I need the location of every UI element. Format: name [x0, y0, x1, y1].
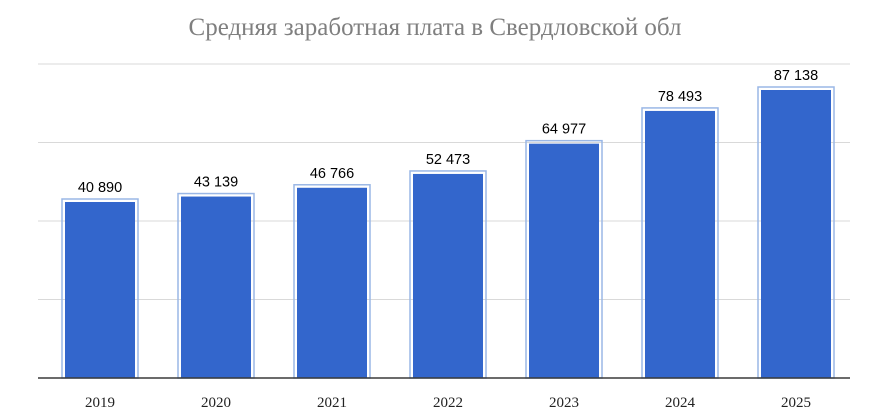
data-labels: 40 890 43 139 46 766 52 473 64 977 78 493 87 1…	[78, 68, 818, 196]
x-tick-labels: 2019 2020 2021 2022 2023 2024 2025	[85, 395, 811, 411]
data-label-2022: 52 473	[426, 152, 470, 168]
x-tick-2020: 2020	[201, 395, 231, 411]
bar-2021	[297, 187, 367, 378]
bar-2019	[65, 202, 135, 378]
data-label-2025: 87 138	[774, 68, 818, 84]
bar-2020	[181, 196, 251, 378]
data-label-2019: 40 890	[78, 180, 122, 196]
x-tick-2025: 2025	[781, 395, 811, 411]
x-tick-2021: 2021	[317, 395, 347, 411]
data-label-2021: 46 766	[310, 166, 354, 182]
chart-title: Средняя заработная плата в Свердловской …	[188, 14, 682, 41]
data-label-2024: 78 493	[658, 89, 702, 105]
bar-2022	[413, 173, 483, 378]
data-label-2020: 43 139	[194, 175, 238, 191]
bar-2025	[761, 90, 831, 378]
x-tick-2019: 2019	[85, 395, 115, 411]
bar-2023	[529, 143, 599, 378]
bar-2024	[645, 110, 715, 378]
data-label-2023: 64 977	[542, 122, 586, 138]
bars	[61, 86, 835, 379]
x-tick-2023: 2023	[549, 395, 579, 411]
x-tick-2024: 2024	[665, 395, 696, 411]
x-tick-2022: 2022	[433, 395, 463, 411]
